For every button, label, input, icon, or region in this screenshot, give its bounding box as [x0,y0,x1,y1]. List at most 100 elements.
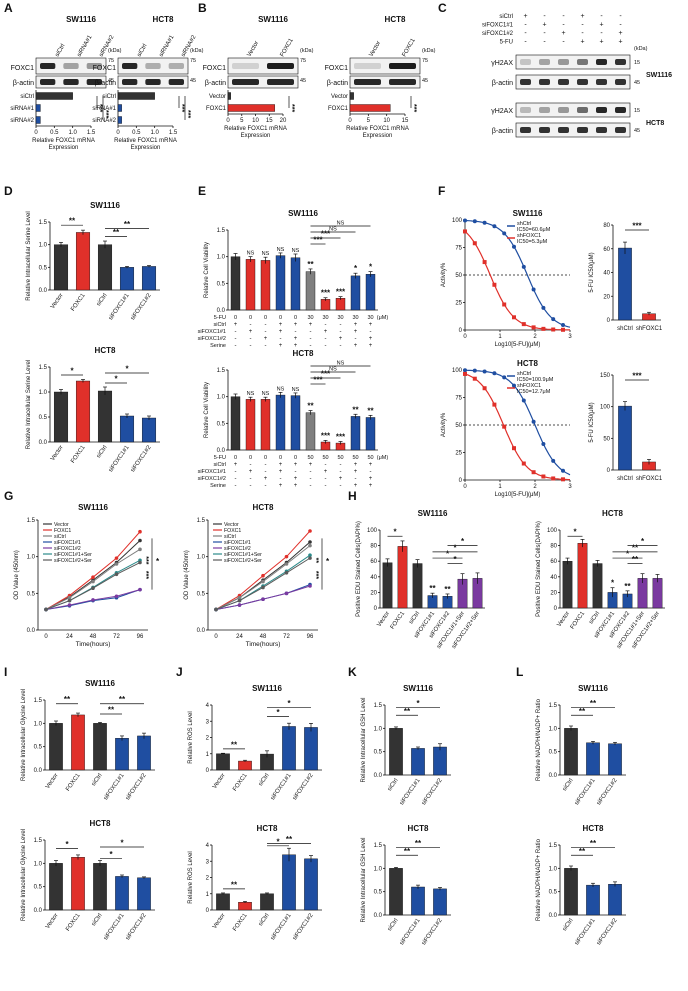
blot-frame [349,57,421,75]
x-tick-label: Vector [212,773,227,790]
marker-label: 75 [190,58,196,64]
x-tick-label: siFOXC1#1 [108,292,131,321]
actin-band [354,79,381,85]
bar [652,578,663,609]
data-point [502,424,507,429]
x-tick-label: siFOXC1#1 [108,444,131,473]
y-tick-label: 0.5 [39,265,48,271]
condition-sign: + [234,322,238,328]
condition-sign: + [561,30,565,37]
blot-frame [515,54,631,70]
x-tick-label: 96 [137,634,144,640]
x-axis-label: Expression [49,145,79,151]
bar [433,888,447,916]
y-tick-label: 0.5 [217,421,226,427]
condition-sign: - [600,13,603,20]
y-tick-label: 1.5 [197,518,206,524]
kda-label: (kDa) [634,46,648,52]
data-point [561,477,565,482]
condition-sign: - [250,336,252,342]
kda-label: (kDa) [300,48,314,54]
significance-label: * [573,528,577,537]
y-tick-label: 50 [455,423,462,429]
data-point [67,603,72,607]
y-tick-label: 0.0 [27,628,36,634]
y-axis-label: Relative ROS Level [188,851,194,903]
condition-sign: - [310,343,312,349]
legend-label: shCtrl [517,221,531,227]
dose-value: 0 [279,455,282,461]
dose-value: 0 [264,315,267,321]
bar [35,92,73,100]
data-point [492,371,497,376]
y-axis-label: Relative Cell Viability [204,242,210,298]
significance-label: ** [231,740,238,749]
y-tick-label: 0.5 [27,591,36,597]
actin-band [86,79,102,85]
condition-sign: + [369,336,373,342]
y-tick-label: 0.0 [217,308,226,314]
y-tick-label: 0.0 [374,913,383,919]
x-tick-label: siCtrl [387,918,400,933]
bar [365,417,376,451]
x-tick-label: 0 [116,130,120,136]
condition-sign: - [325,336,327,342]
actin-band [267,79,294,85]
legend-label: shFOXC1 [517,233,541,239]
data-point [308,529,312,533]
y-tick-label: 1.0 [39,390,48,396]
bar [35,104,41,112]
y-tick-label: siRNA#1 [10,106,34,112]
blot-band [596,79,607,85]
panel-letter-B: B [198,1,207,15]
foxc1-band [122,63,138,69]
y-tick-label: 1.5 [39,365,48,371]
data-point [512,244,516,249]
lane-label: siCtrl [55,43,67,58]
x-tick-label: 10 [383,118,390,124]
x-tick-label: siFOXC1#1 [103,772,126,801]
x-tick-label: siFOXC1#2 [292,912,315,941]
foxc1-band [145,63,161,69]
condition-sign: - [280,476,282,482]
y-tick-label: 1 [206,752,210,758]
condition-sign: + [523,13,527,20]
significance-label: * [287,699,291,708]
x-tick-label: 1.5 [169,130,178,136]
x-tick-label: 24 [236,634,243,640]
dose-value: 0 [249,455,252,461]
condition-sign: + [599,22,603,29]
y-tick-label: FOXC1 [206,106,227,112]
y-axis-label: Relative Intracellular GSH Level [361,837,367,922]
chart-title: HCT8 [257,824,278,833]
data-point [472,376,477,381]
data-point [237,603,242,607]
condition-sign: - [325,343,327,349]
condition-sign: + [339,336,343,342]
condition-sign: - [235,483,237,489]
x-tick-label: siFOXC1#1 [399,917,422,946]
condition-sign: - [340,483,342,489]
legend-label: siCtrl [224,534,236,540]
marker-label: 45 [422,78,428,84]
data-point [502,302,507,307]
bar [230,256,241,311]
marker-label: 75 [108,58,114,64]
bar [305,271,316,311]
x-tick-label: FOXC1 [232,772,249,792]
significance-label: * [114,375,118,384]
y-tick-label: 1.0 [34,721,43,727]
y-tick-label: Vector [331,94,348,100]
x-tick-label: 48 [260,634,267,640]
condition-sign: - [543,30,546,37]
band-label: β-actin [13,80,34,87]
x-tick-label: 0 [34,130,38,136]
actin-band [63,79,79,85]
marker-label: 45 [108,78,114,84]
bar [119,415,135,443]
data-point [67,598,72,603]
significance-label: ** [307,402,314,411]
data-point [463,229,467,234]
legend-label: siFOXC1#1 [54,540,81,546]
bar [115,738,129,771]
